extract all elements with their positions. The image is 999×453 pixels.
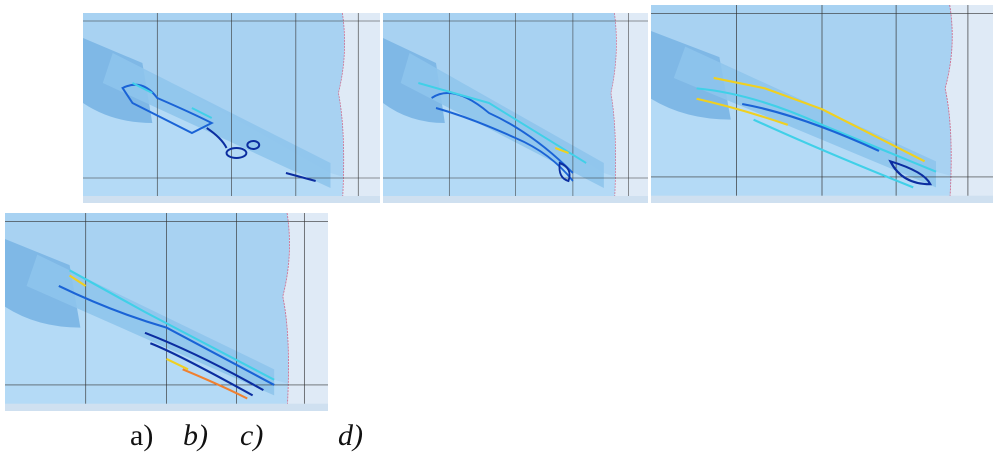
figure: a) b) c) d) [0,0,999,453]
map-panel-b [383,13,648,203]
map-panel-d [5,213,328,411]
panel-label: d) [338,418,363,453]
panel-label: a) [130,418,153,453]
map-panel-c [651,5,993,203]
panel-label: c) [240,418,263,453]
panel-label: b) [183,418,208,453]
map-panel-a [83,13,380,203]
